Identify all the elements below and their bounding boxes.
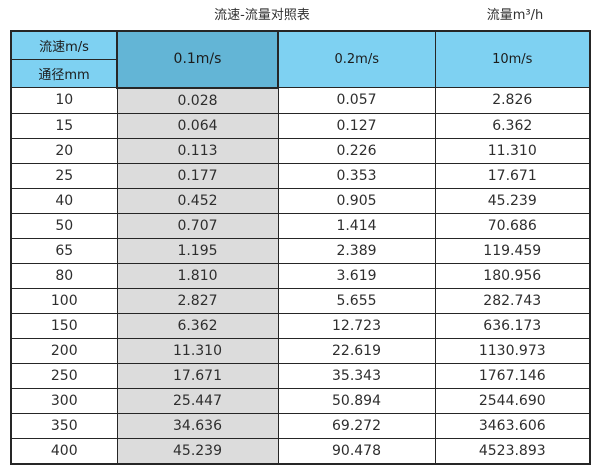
flow-value-cell: 1.195: [116, 237, 279, 264]
diameter-cell: 250: [10, 362, 118, 389]
header-col-10ms: 10m/s: [434, 30, 591, 88]
diameter-cell: 200: [10, 337, 118, 364]
table-row: 250 17.671 35.343 1767.146: [10, 362, 591, 389]
flow-value-cell: 5.655: [277, 287, 436, 314]
flow-value-cell: 25.447: [116, 387, 279, 414]
table-row: 10 0.028 0.057 2.826: [10, 87, 591, 114]
diameter-cell: 100: [10, 287, 118, 314]
flow-value-cell: 35.343: [277, 362, 436, 389]
flow-value-cell: 636.173: [434, 312, 591, 339]
flow-value-cell: 3.619: [277, 262, 436, 289]
table-row: 50 0.707 1.414 70.686: [10, 212, 591, 239]
diameter-cell: 40: [10, 187, 118, 214]
flow-unit-label: 流量m³/h: [486, 8, 544, 23]
flow-value-cell: 0.064: [116, 112, 279, 139]
diameter-cell: 150: [10, 312, 118, 339]
header-row-bottom: 通径mm: [10, 59, 590, 88]
flow-value-cell: 17.671: [116, 362, 279, 389]
flow-value-cell: 0.353: [277, 162, 436, 189]
table-row: 150 6.362 12.723 636.173: [10, 312, 591, 339]
table-row: 40 0.452 0.905 45.239: [10, 187, 591, 214]
table-body: 10 0.028 0.057 2.826 15 0.064 0.127 6.362 20 0.11…: [10, 87, 591, 464]
header-velocity-label: 流速m/s: [10, 30, 118, 60]
flow-value-cell: 1767.146: [434, 362, 591, 389]
diameter-cell: 20: [10, 137, 118, 164]
flow-value-cell: 90.478: [277, 437, 436, 464]
flow-value-cell: 3463.606: [434, 412, 591, 439]
table-row: 65 1.195 2.389 119.459: [10, 237, 591, 264]
flow-value-cell: 11.310: [434, 137, 591, 164]
table-row: 25 0.177 0.353 17.671: [10, 162, 591, 189]
diameter-cell: 50: [10, 212, 118, 239]
flow-value-cell: 50.894: [277, 387, 436, 414]
header-col-0-1ms: 0.1m/s: [116, 30, 279, 89]
flow-value-cell: 0.028: [116, 87, 279, 114]
diameter-cell: 10: [10, 87, 118, 114]
flow-value-cell: 0.452: [116, 187, 279, 214]
flow-value-cell: 22.619: [277, 337, 436, 364]
table-row: 15 0.064 0.127 6.362: [10, 112, 591, 139]
flow-value-cell: 6.362: [434, 112, 591, 139]
flow-value-cell: 119.459: [434, 237, 591, 264]
table-row: 200 11.310 22.619 1130.973: [10, 337, 591, 364]
table-row: 20 0.113 0.226 11.310: [10, 137, 591, 164]
flow-value-cell: 0.057: [277, 87, 436, 114]
flow-value-cell: 45.239: [116, 437, 279, 464]
diameter-cell: 80: [10, 262, 118, 289]
flow-value-cell: 12.723: [277, 312, 436, 339]
table-row: 400 45.239 90.478 4523.893: [10, 437, 591, 464]
flow-value-cell: 34.636: [116, 412, 279, 439]
header-col-0-2ms: 0.2m/s: [277, 30, 436, 88]
flow-value-cell: 180.956: [434, 262, 591, 289]
flow-value-cell: 6.362: [116, 312, 279, 339]
header-diameter-label: 通径mm: [10, 59, 118, 88]
table-row: 80 1.810 3.619 180.956: [10, 262, 591, 289]
flow-value-cell: 0.113: [116, 137, 279, 164]
flow-value-cell: 2.389: [277, 237, 436, 264]
table-header: 流速m/s 0.1m/s 0.2m/s 10m/s 通径mm: [10, 30, 591, 89]
flow-value-cell: 1130.973: [434, 337, 591, 364]
flow-rate-table: 流速m/s 0.1m/s 0.2m/s 10m/s 通径mm 10 0.028 0.…: [10, 30, 591, 465]
flow-value-cell: 4523.893: [434, 437, 591, 464]
flow-value-cell: 0.905: [277, 187, 436, 214]
table-row: 350 34.636 69.272 3463.606: [10, 412, 591, 439]
flow-value-cell: 1.414: [277, 212, 436, 239]
flow-value-cell: 0.707: [116, 212, 279, 239]
flow-value-cell: 45.239: [434, 187, 591, 214]
table-row: 300 25.447 50.894 2544.690: [10, 387, 591, 414]
flow-value-cell: 0.127: [277, 112, 436, 139]
diameter-cell: 65: [10, 237, 118, 264]
flow-value-cell: 0.177: [116, 162, 279, 189]
flow-value-cell: 282.743: [434, 287, 591, 314]
diameter-cell: 25: [10, 162, 118, 189]
diameter-cell: 350: [10, 412, 118, 439]
flow-value-cell: 1.810: [116, 262, 279, 289]
flow-value-cell: 11.310: [116, 337, 279, 364]
flow-value-cell: 0.226: [277, 137, 436, 164]
flow-value-cell: 2544.690: [434, 387, 591, 414]
flow-value-cell: 70.686: [434, 212, 591, 239]
flow-value-cell: 2.827: [116, 287, 279, 314]
flow-value-cell: 69.272: [277, 412, 436, 439]
table-row: 100 2.827 5.655 282.743: [10, 287, 591, 314]
diameter-cell: 15: [10, 112, 118, 139]
flow-value-cell: 17.671: [434, 162, 591, 189]
flow-value-cell: 2.826: [434, 87, 591, 114]
table-title: 流速-流量对照表: [214, 8, 310, 23]
diameter-cell: 400: [10, 437, 118, 464]
header-row-top: 流速m/s 0.1m/s 0.2m/s 10m/s: [10, 30, 591, 89]
diameter-cell: 300: [10, 387, 118, 414]
